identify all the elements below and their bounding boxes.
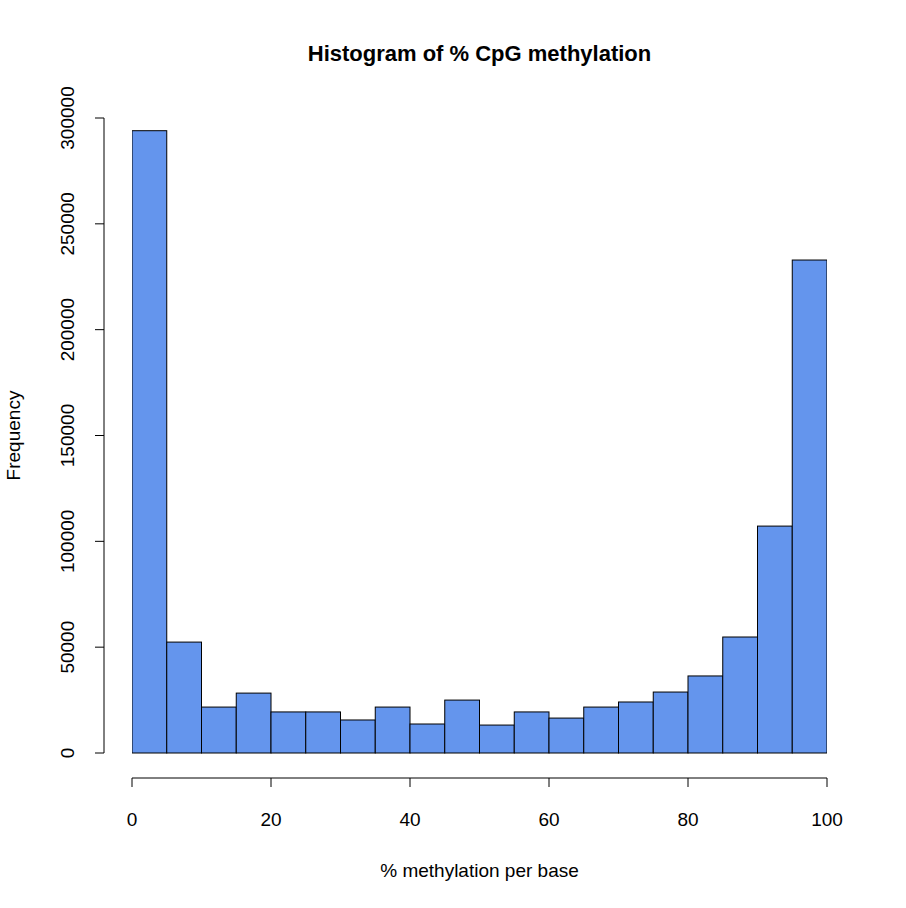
bar xyxy=(653,692,688,753)
y-tick xyxy=(95,647,104,648)
bar xyxy=(132,131,167,753)
y-tick-label: 300000 xyxy=(57,86,78,149)
y-tick-label: 100000 xyxy=(57,510,78,573)
bars xyxy=(132,131,827,753)
bar xyxy=(514,712,549,753)
x-tick xyxy=(132,778,133,787)
bar xyxy=(723,637,758,753)
bar xyxy=(758,526,793,753)
bar xyxy=(167,642,202,753)
y-tick-label: 150000 xyxy=(57,404,78,467)
x-tick-label: 100 xyxy=(811,809,843,830)
bar xyxy=(549,718,584,753)
x-tick-label: 60 xyxy=(538,809,559,830)
bar xyxy=(271,712,306,753)
y-tick-label: 200000 xyxy=(57,298,78,361)
bar xyxy=(341,720,376,753)
bar xyxy=(202,707,237,753)
x-tick xyxy=(271,778,272,787)
bar xyxy=(688,676,723,753)
y-tick xyxy=(95,223,104,224)
y-tick-label: 250000 xyxy=(57,192,78,255)
x-tick-label: 20 xyxy=(260,809,281,830)
bar xyxy=(619,702,654,753)
bar xyxy=(480,725,515,753)
chart: Histogram of % CpG methylation 0 20 40 60 80 1… xyxy=(0,0,906,908)
y-tick xyxy=(95,118,104,119)
bar xyxy=(792,260,827,753)
x-tick xyxy=(410,778,411,787)
bar xyxy=(445,700,480,753)
x-tick-label: 40 xyxy=(399,809,420,830)
y-tick-label: 0 xyxy=(57,748,78,759)
bar xyxy=(236,693,271,753)
y-tick xyxy=(95,541,104,542)
bar xyxy=(306,712,341,753)
y-tick-label: 50000 xyxy=(57,621,78,674)
y-axis-label: Frequency xyxy=(3,390,24,480)
bar xyxy=(410,724,445,753)
bar xyxy=(584,707,619,753)
x-tick xyxy=(827,778,828,787)
y-tick xyxy=(95,435,104,436)
title: Histogram of % CpG methylation xyxy=(308,41,651,66)
y-tick xyxy=(95,329,104,330)
bar xyxy=(375,707,410,753)
y-tick xyxy=(95,753,104,754)
x-axis-label: % methylation per base xyxy=(380,860,579,881)
x-tick-label: 80 xyxy=(677,809,698,830)
x-tick-label: 0 xyxy=(127,809,138,830)
x-tick xyxy=(688,778,689,787)
x-axis-line xyxy=(132,778,827,779)
x-tick xyxy=(549,778,550,787)
